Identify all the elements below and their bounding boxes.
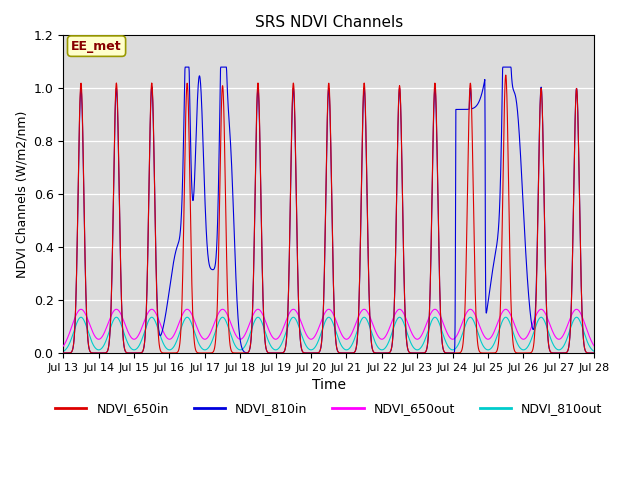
Text: EE_met: EE_met: [71, 40, 122, 53]
Legend: NDVI_650in, NDVI_810in, NDVI_650out, NDVI_810out: NDVI_650in, NDVI_810in, NDVI_650out, NDV…: [50, 397, 607, 420]
Y-axis label: NDVI Channels (W/m2/nm): NDVI Channels (W/m2/nm): [15, 110, 28, 278]
Title: SRS NDVI Channels: SRS NDVI Channels: [255, 15, 403, 30]
X-axis label: Time: Time: [312, 378, 346, 392]
